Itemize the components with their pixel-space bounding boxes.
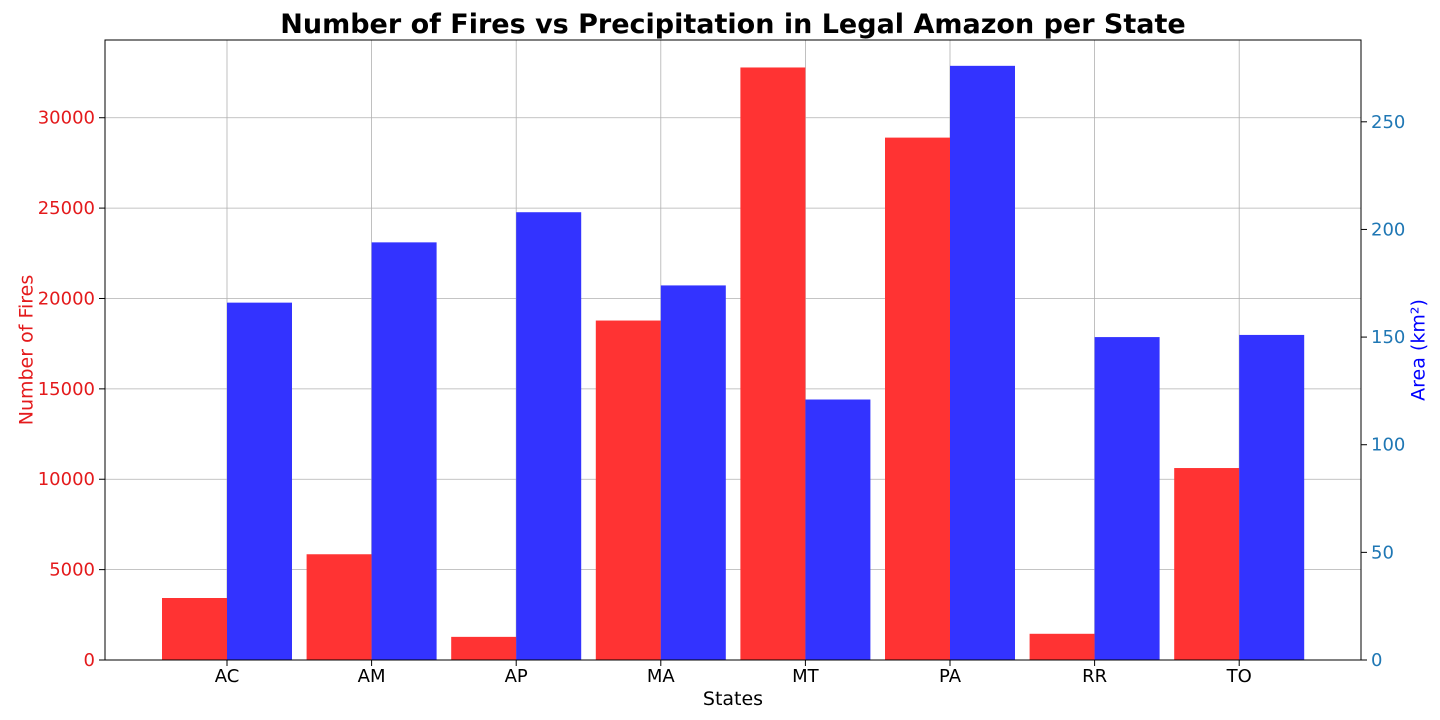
y-axis-left-label: Number of Fires	[16, 275, 38, 426]
area-bar-pa	[950, 65, 1015, 661]
x-tick-label: AM	[358, 666, 386, 687]
area-bar-ac	[227, 302, 292, 660]
y-left-tick-label: 25000	[38, 198, 95, 219]
fires-bar-ap	[451, 636, 517, 660]
fires-bar-mt	[740, 67, 806, 660]
y-axis-left: 0 5000 10000 15000 20000 25000 30000	[38, 108, 105, 671]
y-left-tick-label: 5000	[49, 560, 95, 581]
y-axis-right: 0 50 100 150 200 250	[1361, 112, 1405, 671]
area-bar-rr	[1094, 337, 1160, 660]
bars	[162, 65, 1305, 661]
y-right-tick-label: 0	[1371, 650, 1382, 671]
x-tick-label: AP	[505, 666, 528, 687]
area-bar-am	[371, 242, 437, 660]
y-right-tick-label: 100	[1371, 435, 1405, 456]
area-bar-to	[1239, 334, 1305, 660]
x-axis: AC AM AP MA MT PA RR TO	[215, 660, 1252, 687]
y-axis-right-label: Area (km²)	[1408, 299, 1430, 401]
y-right-tick-label: 150	[1371, 327, 1405, 348]
fires-bar-ac	[162, 598, 227, 660]
grid	[105, 40, 1361, 661]
x-tick-label: PA	[939, 666, 962, 687]
y-left-tick-label: 20000	[38, 288, 95, 309]
area-bar-ap	[516, 212, 582, 660]
plot-frame	[104, 39, 1362, 661]
y-right-tick-label: 250	[1371, 112, 1405, 133]
area-bar-ma	[660, 285, 726, 660]
fires-bar-rr	[1029, 633, 1095, 660]
fires-bar-to	[1174, 468, 1240, 660]
y-left-tick-label: 15000	[38, 379, 95, 400]
fires-bar-pa	[885, 137, 950, 661]
x-tick-label: RR	[1082, 666, 1107, 687]
x-tick-label: MA	[647, 666, 676, 687]
x-tick-label: AC	[215, 666, 240, 687]
y-left-tick-label: 0	[84, 650, 95, 671]
chart-title: Number of Fires vs Precipitation in Lega…	[280, 9, 1185, 40]
fires-bar-ma	[595, 320, 661, 660]
y-left-tick-label: 10000	[38, 469, 95, 490]
x-axis-label: States	[703, 688, 763, 710]
x-tick-label: MT	[792, 666, 820, 687]
y-right-tick-label: 200	[1371, 219, 1405, 240]
y-left-tick-label: 30000	[38, 108, 95, 129]
fires-bar-am	[306, 554, 372, 660]
area-bar-mt	[805, 399, 871, 660]
y-right-tick-label: 50	[1371, 542, 1394, 563]
x-tick-label: TO	[1226, 666, 1252, 687]
